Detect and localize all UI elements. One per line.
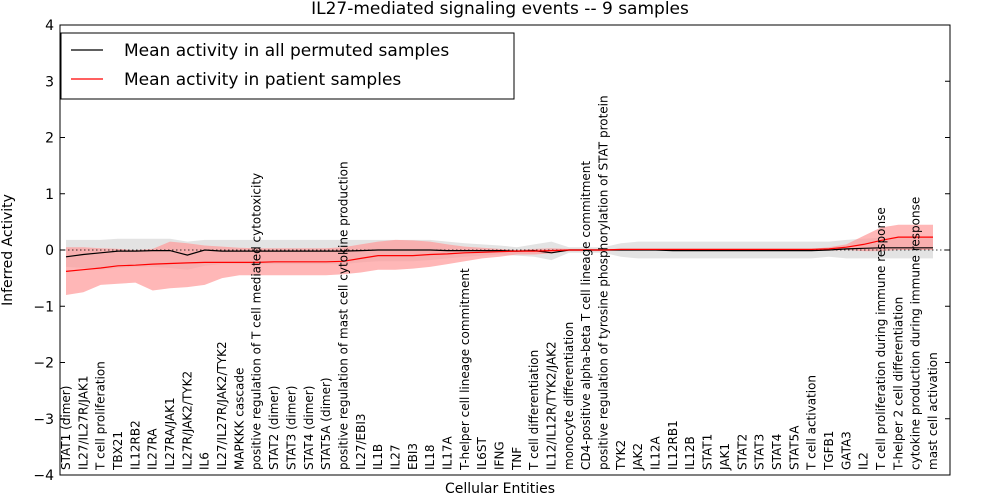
legend: Mean activity in all permuted samples Me… [60,32,515,100]
x-tick-label: CD4-positive alpha-beta T cell lineage c… [579,161,593,470]
x-tick-label: STAT4 (dimer) [302,386,316,470]
x-tick-label: STAT1 [701,434,715,470]
x-tick-label: IL12A [649,436,663,470]
x-tick-label: TNF [510,447,524,471]
y-tick-label: 3 [45,74,54,90]
x-tick-label: positive regulation of T cell mediated c… [250,173,264,470]
legend-label-patient: Mean activity in patient samples [124,70,401,90]
x-tick-label: IL12/IL12R/TYK2/JAK2 [545,341,559,470]
x-tick-label: IL27RA/JAK1 [163,397,177,470]
x-tick-label: T cell proliferation [94,361,108,471]
x-tick-label: STAT2 (dimer) [267,386,281,470]
x-tick-label: STAT2 [735,434,749,470]
x-tick-label: IL12B [683,436,697,470]
x-tick-label: IL6 [198,452,212,470]
plot-frame [59,24,951,476]
x-tick-label: STAT5A [787,425,801,470]
x-tick-label: IFNG [493,441,507,470]
x-tick-label: T-helper 2 cell differentiation [891,297,905,471]
x-tick-label: IL1B [371,444,385,470]
x-tick-label: IL2 [857,452,871,470]
x-tick-label: TBX21 [111,431,125,471]
x-tick-label: STAT5A (dimer) [319,377,333,470]
x-tick-label: JAK1 [718,443,732,471]
y-tick-label: 0 [45,243,54,259]
x-tick-label: IL12RB1 [666,420,680,470]
x-tick-label: IL18 [423,445,437,471]
x-tick-label: IL27/EBI3 [354,413,368,470]
y-axis-label: Inferred Activity [0,194,16,306]
x-tick-label: T cell activation [805,375,819,471]
x-tick-label: TYK2 [614,440,628,471]
y-tick-label: 1 [45,187,54,203]
x-tick-label: GATA3 [839,431,853,470]
x-tick-label: STAT3 (dimer) [284,386,298,470]
x-tick-label: IL27/IL27R/JAK1 [76,376,90,470]
x-tick-label: T-helper cell lineage commitment [458,268,472,471]
patient-band [66,224,933,295]
y-tick-label: 2 [45,131,54,147]
chart-title: IL27-mediated signaling events -- 9 samp… [311,0,689,19]
x-tick-label: IL12RB2 [128,420,142,470]
x-tick-label: IL17A [441,436,455,470]
x-tick-label: TGFB1 [822,431,836,471]
legend-box [60,32,515,100]
x-tick-label: IL27 [389,445,403,471]
x-tick-label: IL6ST [475,437,489,470]
x-tick-label: T cell proliferation during immune respo… [874,207,888,471]
x-tick-label: monocyte differentiation [562,322,576,470]
y-tick-label: −3 [33,412,54,428]
x-tick-label: positive regulation of tyrosine phosphor… [597,95,611,470]
x-tick-label: EBI3 [406,443,420,470]
x-tick-label: IL27RA [146,428,160,470]
y-tick-label: −4 [33,468,54,484]
x-tick-label: mast cell activation [926,352,940,470]
legend-label-permuted: Mean activity in all permuted samples [124,41,449,61]
x-tick-label: T cell differentiation [527,350,541,471]
x-tick-label: MAPKKK cascade [232,368,246,470]
x-tick-label: STAT1 (dimer) [59,386,73,470]
y-tick-label: −2 [33,356,54,372]
x-tick-label: IL27/IL27R/JAK2/TYK2 [215,341,229,470]
x-axis-label: Cellular Entities [445,481,555,497]
x-tick-label: positive regulation of mast cell cytokin… [336,161,350,470]
x-tick-label: STAT4 [770,434,784,470]
x-tick-label: IL27R/JAK2/TYK2 [180,371,194,470]
x-tick-label: JAK2 [631,443,645,471]
y-tick-label: 4 [45,18,54,34]
x-tick-label: cytokine production during immune respon… [909,197,923,470]
x-tick-label: STAT3 [753,434,767,470]
y-tick-label: −1 [33,299,54,315]
